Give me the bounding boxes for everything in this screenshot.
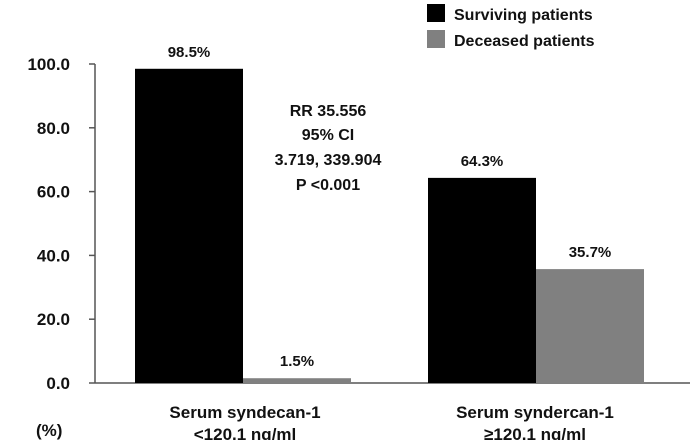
legend-label-surviving: Surviving patients [454,7,593,24]
data-label-deceased-2: 35.7% [569,244,612,261]
bar-surviving-1 [135,68,243,383]
category-2-line-2: ≥120.1 ng/ml [484,425,586,440]
bar-surviving-2 [428,177,536,383]
legend-swatch-surviving [427,4,445,22]
category-1-line-1: Serum syndecan-1 [169,403,320,422]
y-tick-label: 0.0 [46,374,70,393]
y-ticks: 0.0 20.0 40.0 60.0 80.0 100.0 [27,55,95,393]
y-tick-label: 20.0 [37,310,70,329]
y-tick-label: 40.0 [37,246,70,265]
data-labels: 98.5% 64.3% 1.5% 35.7% [168,44,612,370]
y-axis-unit-label: (%) [36,421,62,440]
annotation-rr: RR 35.556 [290,103,367,120]
annotation-ci-label: 95% CI [302,127,354,144]
category-1-line-2: <120.1 ng/ml [194,425,297,440]
category-labels: Serum syndecan-1 <120.1 ng/ml Serum synd… [169,403,613,440]
bar-deceased-2 [536,269,644,383]
data-label-surviving-2: 64.3% [461,153,504,170]
bar-deceased-1 [243,378,351,383]
y-tick-label: 100.0 [27,55,70,74]
bars [135,68,644,383]
annotation-ci-values: 3.719, 339.904 [275,152,382,169]
y-tick-label: 60.0 [37,183,70,202]
legend-label-deceased: Deceased patients [454,33,595,50]
statistics-annotation: RR 35.556 95% CI 3.719, 339.904 P <0.001 [275,103,382,194]
category-2-line-1: Serum syndercan-1 [456,403,614,422]
y-tick-label: 80.0 [37,119,70,138]
legend-swatch-deceased [427,30,445,48]
annotation-p-value: P <0.001 [296,177,360,194]
data-label-surviving-1: 98.5% [168,44,211,61]
data-label-deceased-1: 1.5% [280,353,314,370]
legend: Surviving patients Deceased patients [427,4,595,50]
